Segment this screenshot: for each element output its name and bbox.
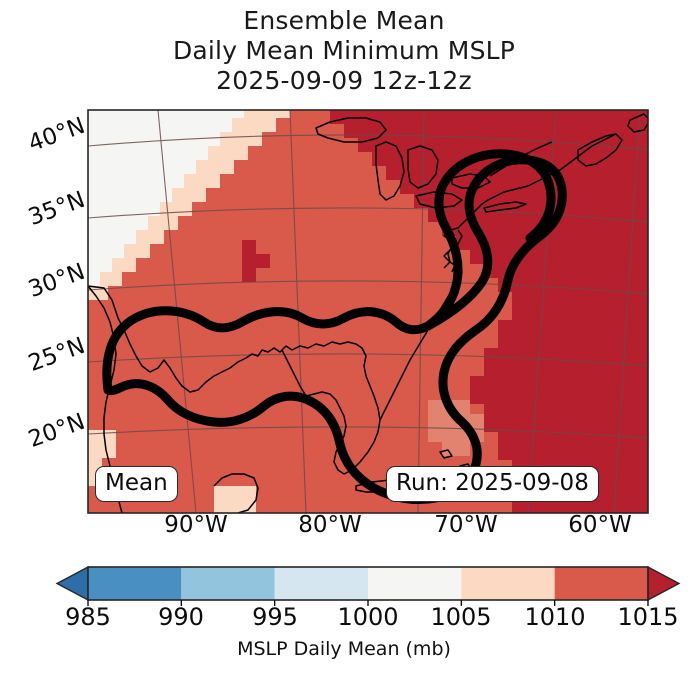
- run-label: Run: 2025-09-08: [386, 466, 599, 502]
- cb-tick-990: 990: [158, 603, 204, 631]
- lon-label-90w: 90°W: [164, 512, 228, 538]
- page-title: Ensemble Mean Daily Mean Minimum MSLP 20…: [0, 6, 688, 96]
- cb-tick-1005: 1005: [430, 603, 492, 631]
- colorbar-band-1000-1005: [368, 567, 462, 600]
- lon-label-80w: 80°W: [298, 512, 362, 538]
- colorbar-extend-high: [647, 565, 681, 602]
- colorbar-band-990-995: [181, 567, 275, 600]
- cb-tick-985: 985: [65, 603, 111, 631]
- lon-label-70w: 70°W: [434, 512, 498, 538]
- colorbar-band-985-990: [88, 567, 182, 600]
- colorbar-band-995-1000: [274, 567, 368, 600]
- colorbar-band-1010-1015: [554, 567, 648, 600]
- cb-tick-1015: 1015: [617, 603, 679, 631]
- mean-label: Mean: [95, 466, 178, 502]
- cb-tick-995: 995: [252, 603, 298, 631]
- colorbar-band-1005-1010: [461, 567, 555, 600]
- colorbar-ticks: [87, 600, 649, 606]
- colorbar-axis-label: MSLP Daily Mean (mb): [237, 638, 451, 660]
- cb-tick-1000: 1000: [337, 603, 399, 631]
- thick-isobar-contour: [102, 155, 567, 505]
- thick-isobar-contour-north: [423, 149, 556, 331]
- title-line-2: Daily Mean Minimum MSLP: [172, 36, 516, 65]
- colorbar-extend-low: [55, 565, 89, 602]
- title-line-3: 2025-09-09 12z-12z: [216, 66, 472, 95]
- lon-label-60w: 60°W: [568, 512, 632, 538]
- map-frame: [87, 109, 649, 514]
- band-patch-bottom: [214, 486, 256, 513]
- colorbar[interactable]: [55, 565, 681, 606]
- band-1010-1015: [88, 110, 512, 513]
- title-line-1: Ensemble Mean: [243, 6, 445, 35]
- band-patch-edge: [242, 240, 270, 282]
- map-contents: [88, 110, 648, 513]
- cb-tick-1010: 1010: [524, 603, 586, 631]
